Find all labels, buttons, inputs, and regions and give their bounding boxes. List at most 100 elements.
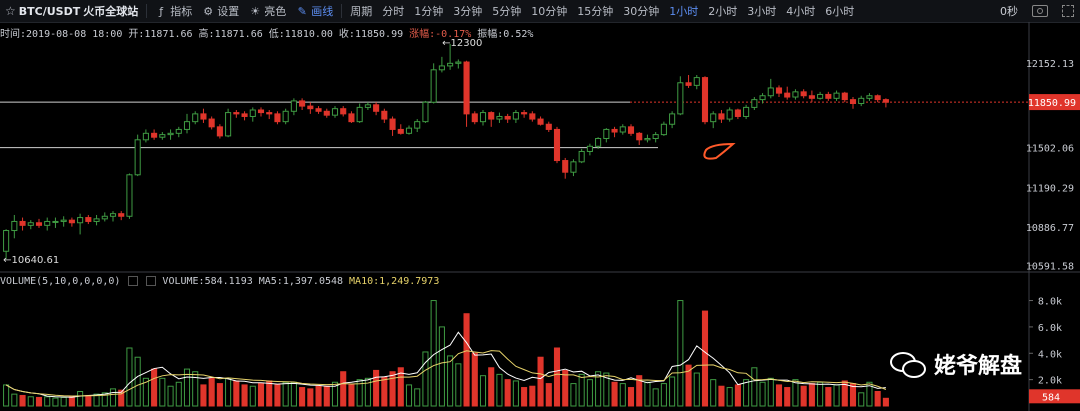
volume-bar-22: [183, 368, 191, 407]
chart-toolbar: ☆ BTC/USDT 火币全球站 ƒ 指标 ⚙ 设置 ☀ 亮色 ✎ 画线 周期 …: [0, 0, 1080, 23]
volume-bar-33: [274, 384, 281, 407]
candle-72: [595, 137, 602, 149]
candle-body: [619, 126, 626, 133]
tab-period-6[interactable]: 30分钟: [623, 5, 660, 18]
volume-bar-69: [570, 383, 577, 407]
candle-body: [134, 139, 141, 176]
candle-body: [701, 77, 709, 123]
tab-period-11[interactable]: 6小时: [825, 5, 855, 18]
candle-89: [734, 108, 741, 120]
candle-20: [167, 129, 174, 140]
candle-body: [833, 92, 840, 99]
settings-button[interactable]: ⚙ 设置: [197, 0, 244, 22]
candle-64: [529, 111, 536, 122]
candle-96: [792, 89, 799, 100]
volume-bar-24: [200, 384, 207, 407]
candle-body: [545, 123, 552, 130]
chart-grid: [0, 22, 1080, 411]
candle-body: [422, 101, 429, 123]
candle-25: [208, 116, 215, 130]
tab-period-8[interactable]: 2小时: [708, 5, 738, 18]
candle-body: [677, 82, 684, 115]
tab-period-0[interactable]: 分时: [382, 5, 405, 18]
volume-close-icon[interactable]: [146, 276, 157, 286]
candle-body: [652, 134, 659, 140]
volume-bar-75: [619, 383, 626, 407]
tab-period-7[interactable]: 1小时: [669, 5, 699, 18]
candle-body: [167, 132, 174, 136]
candle-body: [479, 112, 487, 123]
candle-body: [405, 127, 413, 134]
candle-40: [331, 106, 339, 118]
candle-34: [282, 108, 289, 125]
tab-period-1[interactable]: 1分钟: [414, 5, 444, 18]
candle-body: [282, 110, 289, 123]
ma10-line: [5, 350, 887, 397]
period-label: 周期: [350, 5, 373, 18]
volume-bar-96: [792, 379, 799, 407]
volume-bar-29: [241, 384, 248, 407]
tab-period-3[interactable]: 5分钟: [492, 5, 522, 18]
candle-body: [529, 113, 536, 120]
favorite-symbol[interactable]: ☆ BTC/USDT 火币全球站: [0, 0, 143, 22]
fullscreen-icon[interactable]: [1062, 5, 1074, 17]
volume-bar-62: [512, 380, 519, 407]
candle-93: [767, 78, 774, 99]
candle-54: [447, 43, 454, 70]
candle-body: [93, 218, 100, 222]
ma-lines: [5, 331, 887, 398]
tab-period-4[interactable]: 10分钟: [531, 5, 568, 18]
volume-bar-106: [874, 391, 881, 407]
volume-bar-67: [553, 347, 561, 407]
volume-bar-59: [488, 367, 495, 407]
tab-period-9[interactable]: 3小时: [747, 5, 777, 18]
volume-bar-64: [529, 385, 536, 407]
candle-body: [364, 104, 371, 108]
volume-bar-92: [759, 381, 766, 407]
candle-body: [266, 112, 273, 115]
drawn-annotation: [703, 142, 736, 160]
volume-bar-105: [866, 381, 873, 407]
candle-91: [751, 97, 758, 110]
candle-73: [603, 128, 610, 143]
volume-bar-104: [858, 392, 865, 407]
settings-label: 设置: [217, 5, 240, 18]
candle-body: [578, 150, 585, 163]
candle-body: [381, 110, 388, 120]
candle-body: [142, 132, 149, 141]
candle-body: [126, 174, 133, 217]
indicators-button[interactable]: ƒ 指标: [150, 0, 197, 22]
candle-body: [636, 132, 643, 141]
candle-5: [44, 217, 51, 231]
volume-bar-71: [586, 379, 593, 407]
draw-button[interactable]: ✎ 画线: [291, 0, 338, 22]
camera-icon[interactable]: [1032, 5, 1048, 17]
volume-bar-57: [471, 352, 478, 407]
volume-bar-46: [381, 376, 388, 407]
volume-bar-1: [11, 393, 18, 407]
candle-body: [496, 115, 503, 120]
candle-10: [85, 214, 92, 225]
candle-60: [496, 112, 503, 123]
candle-body: [751, 99, 758, 108]
candle-body: [35, 222, 43, 226]
volume-bar-31: [257, 383, 265, 407]
volume-bar-34: [282, 381, 289, 407]
volume-bar-87: [718, 385, 725, 407]
theme-button[interactable]: ☀ 亮色: [244, 0, 291, 22]
volume-bar-15: [126, 347, 133, 407]
volume-settings-icon[interactable]: [128, 276, 139, 286]
volume-bar-98: [808, 383, 815, 407]
tab-period-10[interactable]: 4小时: [786, 5, 816, 18]
volume-bar-48: [397, 367, 404, 407]
volume-bar-56: [463, 313, 470, 407]
tab-period-2[interactable]: 3分钟: [453, 5, 483, 18]
volume-bar-99: [817, 381, 824, 407]
high-annotation: ←12300: [442, 38, 482, 49]
price-tick-label: 11502.06: [1026, 143, 1074, 154]
candle-body: [693, 77, 700, 86]
price-tick-label: 10591.58: [1026, 261, 1074, 272]
tab-period-5[interactable]: 15分钟: [577, 5, 614, 18]
candle-42: [348, 111, 355, 123]
